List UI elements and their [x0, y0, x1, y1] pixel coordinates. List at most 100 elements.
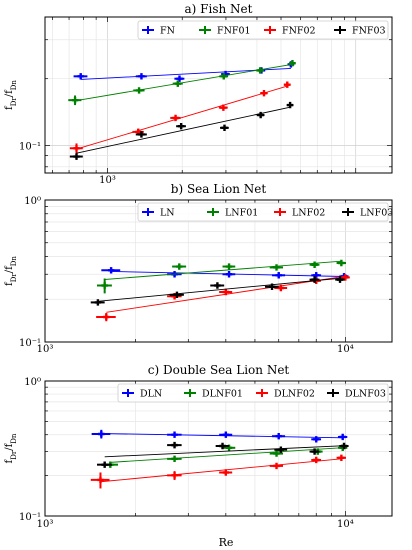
- data-point: [177, 123, 185, 130]
- data-point: [73, 153, 80, 160]
- chart-title: a) Fish Net: [185, 2, 253, 16]
- data-point: [98, 430, 105, 438]
- legend-label: DLNF01: [202, 389, 243, 400]
- data-point: [225, 263, 233, 270]
- data-point: [94, 299, 102, 306]
- y-tick-label: 10⁻¹: [19, 141, 41, 152]
- data-point: [340, 442, 348, 450]
- data-point: [171, 441, 178, 449]
- legend-item-ln: LN: [142, 208, 175, 219]
- legend-label: DLN: [140, 389, 162, 400]
- chart-title: b) Sea Lion Net: [171, 182, 267, 196]
- legend-item-dln: DLN: [122, 389, 162, 400]
- grid: [45, 17, 392, 173]
- legend: DLN DLNF01 DLNF02 DLNF03: [117, 383, 389, 403]
- legend-item-lnf02: LNF02: [274, 208, 325, 219]
- data-point: [342, 274, 349, 281]
- data-point: [219, 442, 226, 450]
- data-point: [277, 284, 285, 292]
- legend-label: LNF03: [360, 208, 393, 219]
- legend-box: [137, 20, 389, 40]
- chart-title: c) Double Sea Lion Net: [148, 363, 290, 377]
- legend-item-lnf03: LNF03: [342, 208, 393, 219]
- legend-item-fnf02: FNF02: [264, 26, 316, 37]
- legend-label: LNF01: [225, 208, 258, 219]
- y-tick-label: 10⁰: [24, 196, 41, 207]
- x-tick-label: 10⁴: [337, 344, 354, 355]
- data-point: [214, 282, 221, 289]
- data-point: [220, 104, 227, 111]
- data-point: [101, 461, 108, 468]
- series-fnf01: [68, 60, 296, 106]
- data-point: [171, 472, 178, 479]
- data-point: [107, 267, 115, 274]
- legend-label: FNF01: [217, 26, 251, 37]
- data-point: [77, 73, 84, 80]
- fit-line-lnf03: [97, 277, 341, 302]
- data-point: [284, 81, 291, 88]
- data-point: [268, 283, 276, 290]
- chart-panel-1: a) Fish Net 10³ 10⁻¹ fDr/fDn FN FNF01 FNF02 FNF…: [4, 2, 393, 186]
- x-tick-label: 10⁴: [337, 519, 354, 530]
- data-point: [311, 448, 318, 455]
- data-point: [277, 446, 285, 453]
- legend-label: DLNF03: [345, 389, 386, 400]
- data-point: [339, 433, 346, 441]
- data-point: [103, 313, 110, 321]
- data-point: [338, 454, 345, 461]
- data-point: [176, 263, 183, 270]
- data-point: [135, 87, 143, 94]
- fit-line-fnf02: [76, 85, 288, 150]
- data-point: [73, 145, 80, 152]
- legend-label: LNF02: [292, 208, 325, 219]
- fit-line-dlnf02: [100, 458, 342, 483]
- legend-item-fnf03: FNF03: [334, 26, 386, 37]
- fit-line-dlnf03: [104, 445, 345, 458]
- legend-item-dlnf03: DLNF03: [327, 389, 386, 400]
- y-tick-label: 10⁻¹: [19, 338, 41, 349]
- data-point: [222, 469, 230, 476]
- y-axis-label: fDr/fDn: [4, 433, 18, 463]
- data-point: [313, 272, 320, 279]
- data-point: [71, 96, 79, 104]
- data-point: [275, 433, 282, 440]
- data-point: [313, 436, 320, 443]
- y-tick-label: 10⁻¹: [19, 512, 41, 523]
- y-axis-label: fDr/fDn: [4, 80, 18, 110]
- data-point: [138, 131, 145, 138]
- data-point: [173, 291, 181, 298]
- fit-line-lnf01: [104, 260, 342, 280]
- legend: LN LNF01 LNF02 LNF03: [137, 202, 393, 222]
- legend-item-dlnf01: DLNF01: [184, 389, 243, 400]
- data-point: [225, 444, 233, 452]
- data-point: [225, 271, 233, 278]
- data-point: [171, 431, 178, 438]
- chart-panel-3: c) Double Sea Lion Net 10³ 10⁴ 10⁻¹ 10⁰ fDr/f…: [4, 363, 393, 530]
- series-fnf02: [69, 81, 291, 154]
- series-dlnf01: [102, 444, 348, 468]
- data-point: [220, 73, 227, 80]
- fit-line-dlnf01: [110, 447, 343, 463]
- chart-panel-2: b) Sea Lion Net 10³ 10⁴ 10⁻¹ 10⁰ fDr/fDn LN LNF…: [4, 182, 393, 355]
- legend-label: FNF03: [352, 26, 386, 37]
- legend-label: LN: [160, 208, 175, 219]
- data-point: [286, 101, 294, 109]
- legend-item-dlnf02: DLNF02: [256, 389, 315, 400]
- data-point: [273, 264, 280, 271]
- x-tick-label: 10³: [37, 519, 54, 530]
- data-point: [273, 450, 280, 457]
- y-axis-label: fDr/fDn: [4, 256, 18, 286]
- data-point: [313, 456, 320, 464]
- data-point: [256, 67, 264, 74]
- plot-frame: [44, 380, 393, 517]
- legend-item-fnf01: FNF01: [199, 26, 251, 37]
- data-point: [273, 462, 280, 470]
- series-lnf01: [97, 259, 346, 294]
- data-point: [338, 259, 345, 267]
- plot-frame: [44, 199, 393, 343]
- series-fnf03: [69, 101, 294, 160]
- x-tick-label: 10³: [37, 344, 54, 355]
- data-point: [289, 60, 296, 67]
- data-point: [174, 80, 182, 87]
